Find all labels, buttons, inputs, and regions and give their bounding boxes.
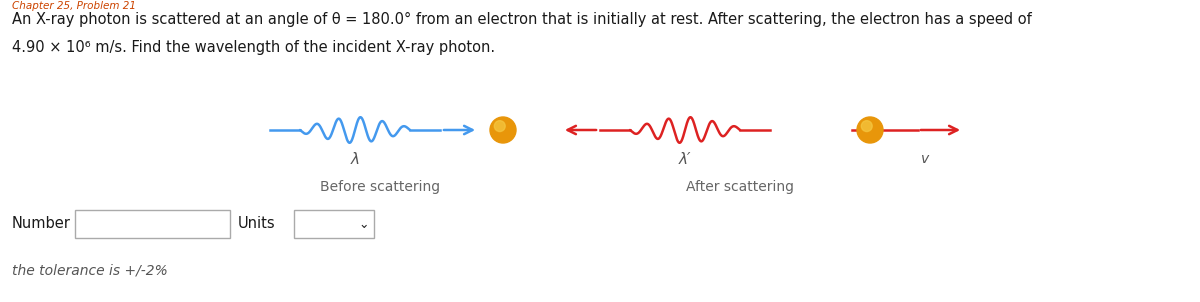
- Text: Chapter 25, Problem 21: Chapter 25, Problem 21: [12, 1, 136, 11]
- Text: Before scattering: Before scattering: [320, 180, 440, 194]
- Text: λ′: λ′: [679, 152, 691, 167]
- Text: Number: Number: [12, 217, 71, 232]
- Text: After scattering: After scattering: [686, 180, 794, 194]
- Text: 4.90 × 10⁶ m/s. Find the wavelength of the incident X-ray photon.: 4.90 × 10⁶ m/s. Find the wavelength of t…: [12, 40, 496, 55]
- Text: ⌄: ⌄: [359, 217, 370, 230]
- Circle shape: [857, 117, 883, 143]
- Text: v: v: [920, 152, 929, 166]
- Text: λ: λ: [350, 152, 360, 167]
- Circle shape: [862, 120, 872, 132]
- FancyBboxPatch shape: [294, 210, 374, 238]
- FancyBboxPatch shape: [74, 210, 230, 238]
- Text: Units: Units: [238, 217, 276, 232]
- Circle shape: [490, 117, 516, 143]
- Text: An X-ray photon is scattered at an angle of θ = 180.0° from an electron that is : An X-ray photon is scattered at an angle…: [12, 12, 1032, 27]
- Text: the tolerance is +/-2%: the tolerance is +/-2%: [12, 264, 168, 278]
- Circle shape: [494, 120, 505, 132]
